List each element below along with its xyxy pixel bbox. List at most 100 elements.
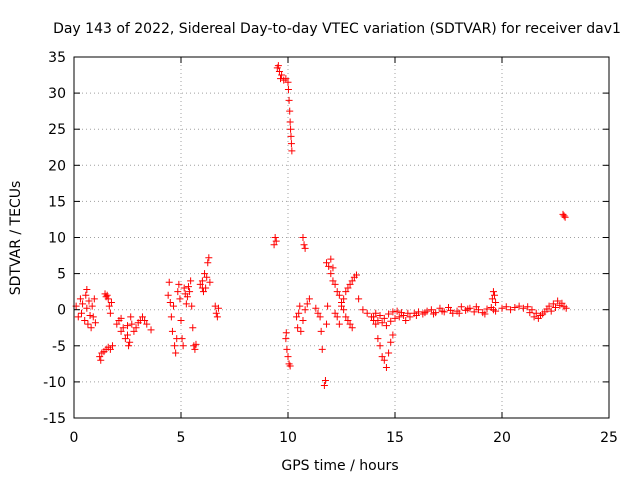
data-point — [488, 295, 496, 303]
data-point — [270, 241, 278, 249]
data-point — [147, 326, 155, 334]
data-point — [275, 67, 283, 75]
data-point — [352, 271, 360, 279]
data-point — [378, 319, 386, 327]
data-point — [124, 322, 131, 330]
data-point — [329, 277, 337, 285]
data-point — [177, 317, 185, 325]
data-point — [284, 85, 292, 93]
data-point — [329, 264, 337, 272]
data-point — [492, 298, 500, 306]
data-point — [560, 303, 568, 311]
data-point — [83, 304, 91, 312]
data-point — [132, 324, 140, 332]
data-point — [470, 308, 478, 316]
y-tick-label: 20 — [48, 158, 66, 174]
data-point — [117, 314, 125, 322]
data-point — [526, 309, 534, 317]
data-point — [385, 310, 393, 318]
data-point — [127, 313, 135, 321]
data-point — [294, 324, 302, 332]
data-point — [180, 284, 188, 292]
data-point — [86, 311, 94, 319]
data-point — [286, 107, 294, 115]
data-point — [372, 309, 380, 317]
data-point — [165, 278, 173, 286]
data-point — [376, 342, 384, 350]
data-point — [199, 288, 207, 296]
data-point — [287, 125, 295, 133]
y-tick-label: 15 — [48, 194, 66, 210]
data-point — [372, 320, 380, 328]
data-point — [415, 308, 423, 316]
data-point — [333, 313, 341, 321]
data-point — [198, 284, 206, 292]
data-point — [549, 300, 557, 308]
data-point — [327, 255, 335, 263]
data-point — [271, 234, 279, 241]
data-point — [198, 277, 206, 285]
data-point — [283, 345, 291, 353]
data-point — [296, 302, 304, 310]
data-point — [203, 273, 211, 281]
data-point — [130, 327, 138, 335]
data-point — [295, 309, 303, 317]
data-point — [76, 295, 84, 303]
data-point — [320, 382, 328, 390]
data-point — [79, 300, 87, 308]
data-point — [168, 327, 176, 335]
data-point — [81, 317, 89, 325]
data-point — [106, 345, 114, 353]
data-point — [363, 309, 371, 317]
x-axis-label: GPS time / hours — [281, 458, 398, 474]
data-point — [344, 317, 352, 325]
data-point — [192, 340, 200, 348]
x-tick-label: 25 — [600, 430, 618, 446]
data-point — [284, 78, 292, 86]
data-point — [178, 335, 186, 343]
data-point — [301, 306, 309, 314]
y-tick-label: 10 — [48, 231, 66, 247]
data-point — [106, 309, 114, 317]
data-point — [166, 298, 174, 306]
data-point — [288, 147, 296, 155]
data-point — [532, 309, 540, 317]
data-point — [126, 338, 134, 346]
data-point — [191, 345, 199, 353]
data-point — [74, 313, 82, 321]
data-point — [348, 324, 356, 332]
data-point — [387, 338, 395, 346]
data-point — [286, 362, 294, 370]
data-point — [113, 320, 121, 328]
data-point — [340, 306, 348, 314]
data-point — [186, 288, 194, 296]
data-point — [498, 304, 506, 312]
data-point — [187, 277, 195, 285]
data-point — [77, 309, 85, 317]
data-point — [214, 304, 222, 312]
data-point — [103, 291, 111, 299]
data-point — [299, 234, 307, 241]
y-tick-labels: -15 -10 -5 0 5 10 15 20 25 30 35 — [43, 50, 66, 427]
data-point — [502, 303, 510, 311]
data-point — [380, 356, 388, 364]
data-point — [447, 306, 455, 314]
data-point — [561, 213, 569, 221]
axis-ticks — [73, 56, 610, 419]
x-tick-labels: 0 5 10 15 20 25 — [70, 430, 618, 446]
data-point — [359, 306, 367, 314]
data-point — [340, 295, 348, 303]
data-point — [346, 320, 354, 328]
data-point — [491, 291, 499, 299]
data-point — [382, 363, 390, 371]
data-point — [338, 302, 345, 310]
data-point — [179, 342, 187, 350]
data-point — [489, 288, 497, 296]
data-point — [176, 295, 184, 303]
data-point — [317, 327, 325, 335]
data-point — [374, 335, 382, 343]
data-point — [457, 303, 465, 311]
data-point — [534, 314, 542, 322]
data-point — [427, 306, 435, 314]
data-point — [312, 304, 320, 312]
